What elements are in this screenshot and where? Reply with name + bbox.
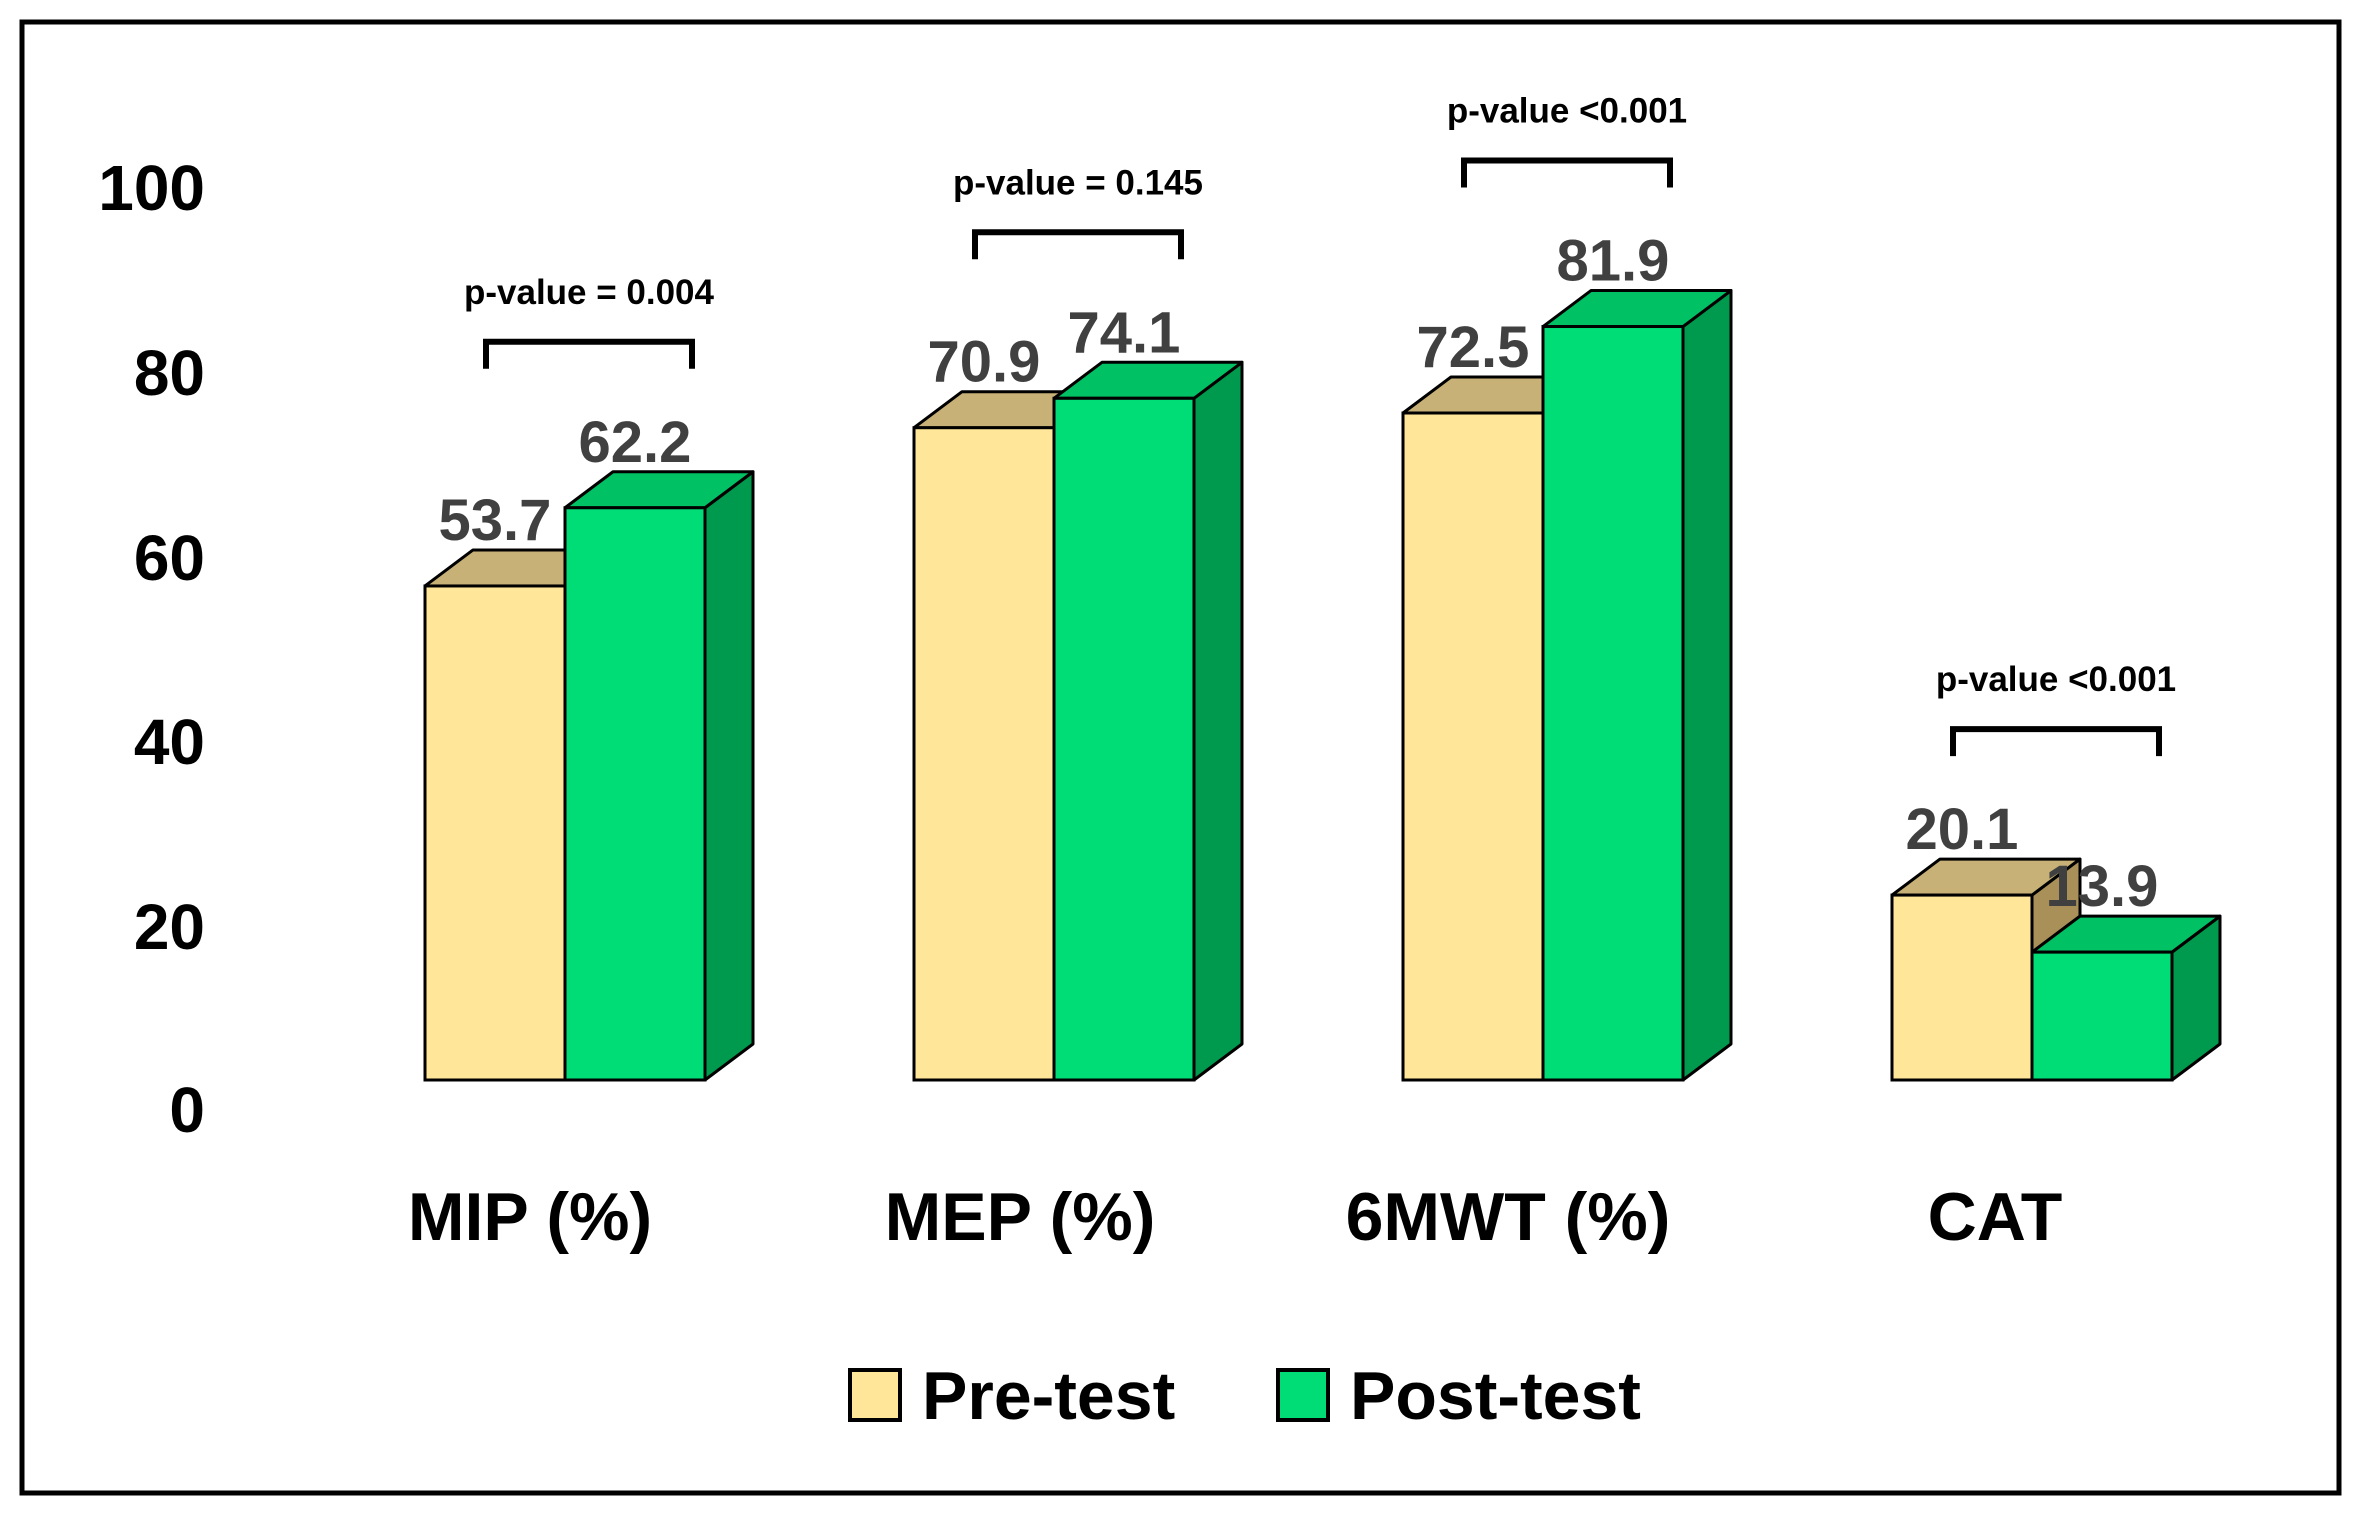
bar-side-face (703, 470, 755, 1082)
bar-post-test-1 (563, 470, 755, 1082)
legend-swatch (848, 1368, 902, 1422)
legend-item-pre-test: Pre-test (848, 1358, 1175, 1434)
p-value-label-1: p-value = 0.004 (464, 273, 715, 312)
y-tick-label-60: 60 (134, 522, 205, 594)
legend-item-post-test: Post-test (1276, 1358, 1641, 1434)
p-value-label-2: p-value = 0.145 (953, 163, 1203, 202)
value-label-pre-test-1: 53.7 (439, 488, 552, 553)
value-label-pre-test-4: 20.1 (1906, 797, 2019, 862)
bar-side-face (1192, 360, 1244, 1082)
bar-front-face (1890, 893, 2034, 1082)
bar-front-face (1052, 396, 1196, 1082)
category-label-1: MIP (%) (408, 1179, 652, 1255)
value-label-post-test-2: 74.1 (1068, 300, 1181, 365)
value-labels: 53.7 62.2 70.9 74.1 72.5 81.9 20.1 13.9 (439, 229, 2159, 920)
y-tick-label-0: 0 (169, 1074, 205, 1146)
category-label-2: MEP (%) (885, 1179, 1156, 1255)
y-tick-label-40: 40 (134, 706, 205, 778)
bar-post-test-4 (2030, 914, 2222, 1082)
bar-front-face (1401, 411, 1545, 1082)
bar-post-test-2 (1052, 360, 1244, 1082)
bar-front-face (1541, 325, 1685, 1082)
y-tick-label-20: 20 (134, 891, 205, 963)
legend-label: Pre-test (922, 1358, 1175, 1434)
bar-front-face (563, 506, 707, 1082)
category-label-3: 6MWT (%) (1346, 1179, 1671, 1255)
bar-front-face (423, 584, 567, 1082)
bar-front-face (912, 426, 1056, 1082)
category-label-4: CAT (1928, 1179, 2063, 1255)
x-axis-category-labels: MIP (%) MEP (%) 6MWT (%) CAT (408, 1179, 2063, 1255)
p-value-bracket-4 (1950, 726, 2162, 757)
p-value-brackets: p-value = 0.004 p-value = 0.145 p-value <0… (464, 92, 2176, 757)
p-value-label-3: p-value <0.001 (1447, 92, 1687, 131)
y-tick-label-100: 100 (98, 152, 205, 224)
value-label-pre-test-3: 72.5 (1417, 315, 1530, 380)
value-label-post-test-3: 81.9 (1557, 229, 1670, 294)
p-value-bracket-3 (1461, 157, 1673, 188)
p-value-bracket-2 (972, 229, 1184, 260)
bar-front-face (2030, 950, 2174, 1082)
legend-label: Post-test (1350, 1358, 1641, 1434)
bars (423, 289, 2222, 1082)
bar-post-test-3 (1541, 289, 1733, 1082)
value-label-post-test-1: 62.2 (579, 410, 692, 475)
bar-side-face (1681, 289, 1733, 1082)
value-label-pre-test-2: 70.9 (928, 330, 1041, 395)
value-label-post-test-4: 13.9 (2046, 854, 2159, 919)
p-value-bracket-1 (483, 338, 695, 369)
legend: Pre-test Post-test (848, 1358, 1641, 1434)
legend-swatch (1276, 1368, 1330, 1422)
p-value-label-4: p-value <0.001 (1936, 660, 2176, 699)
y-tick-label-80: 80 (134, 337, 205, 409)
y-axis: 0 20 40 60 80 100 (98, 152, 205, 1146)
